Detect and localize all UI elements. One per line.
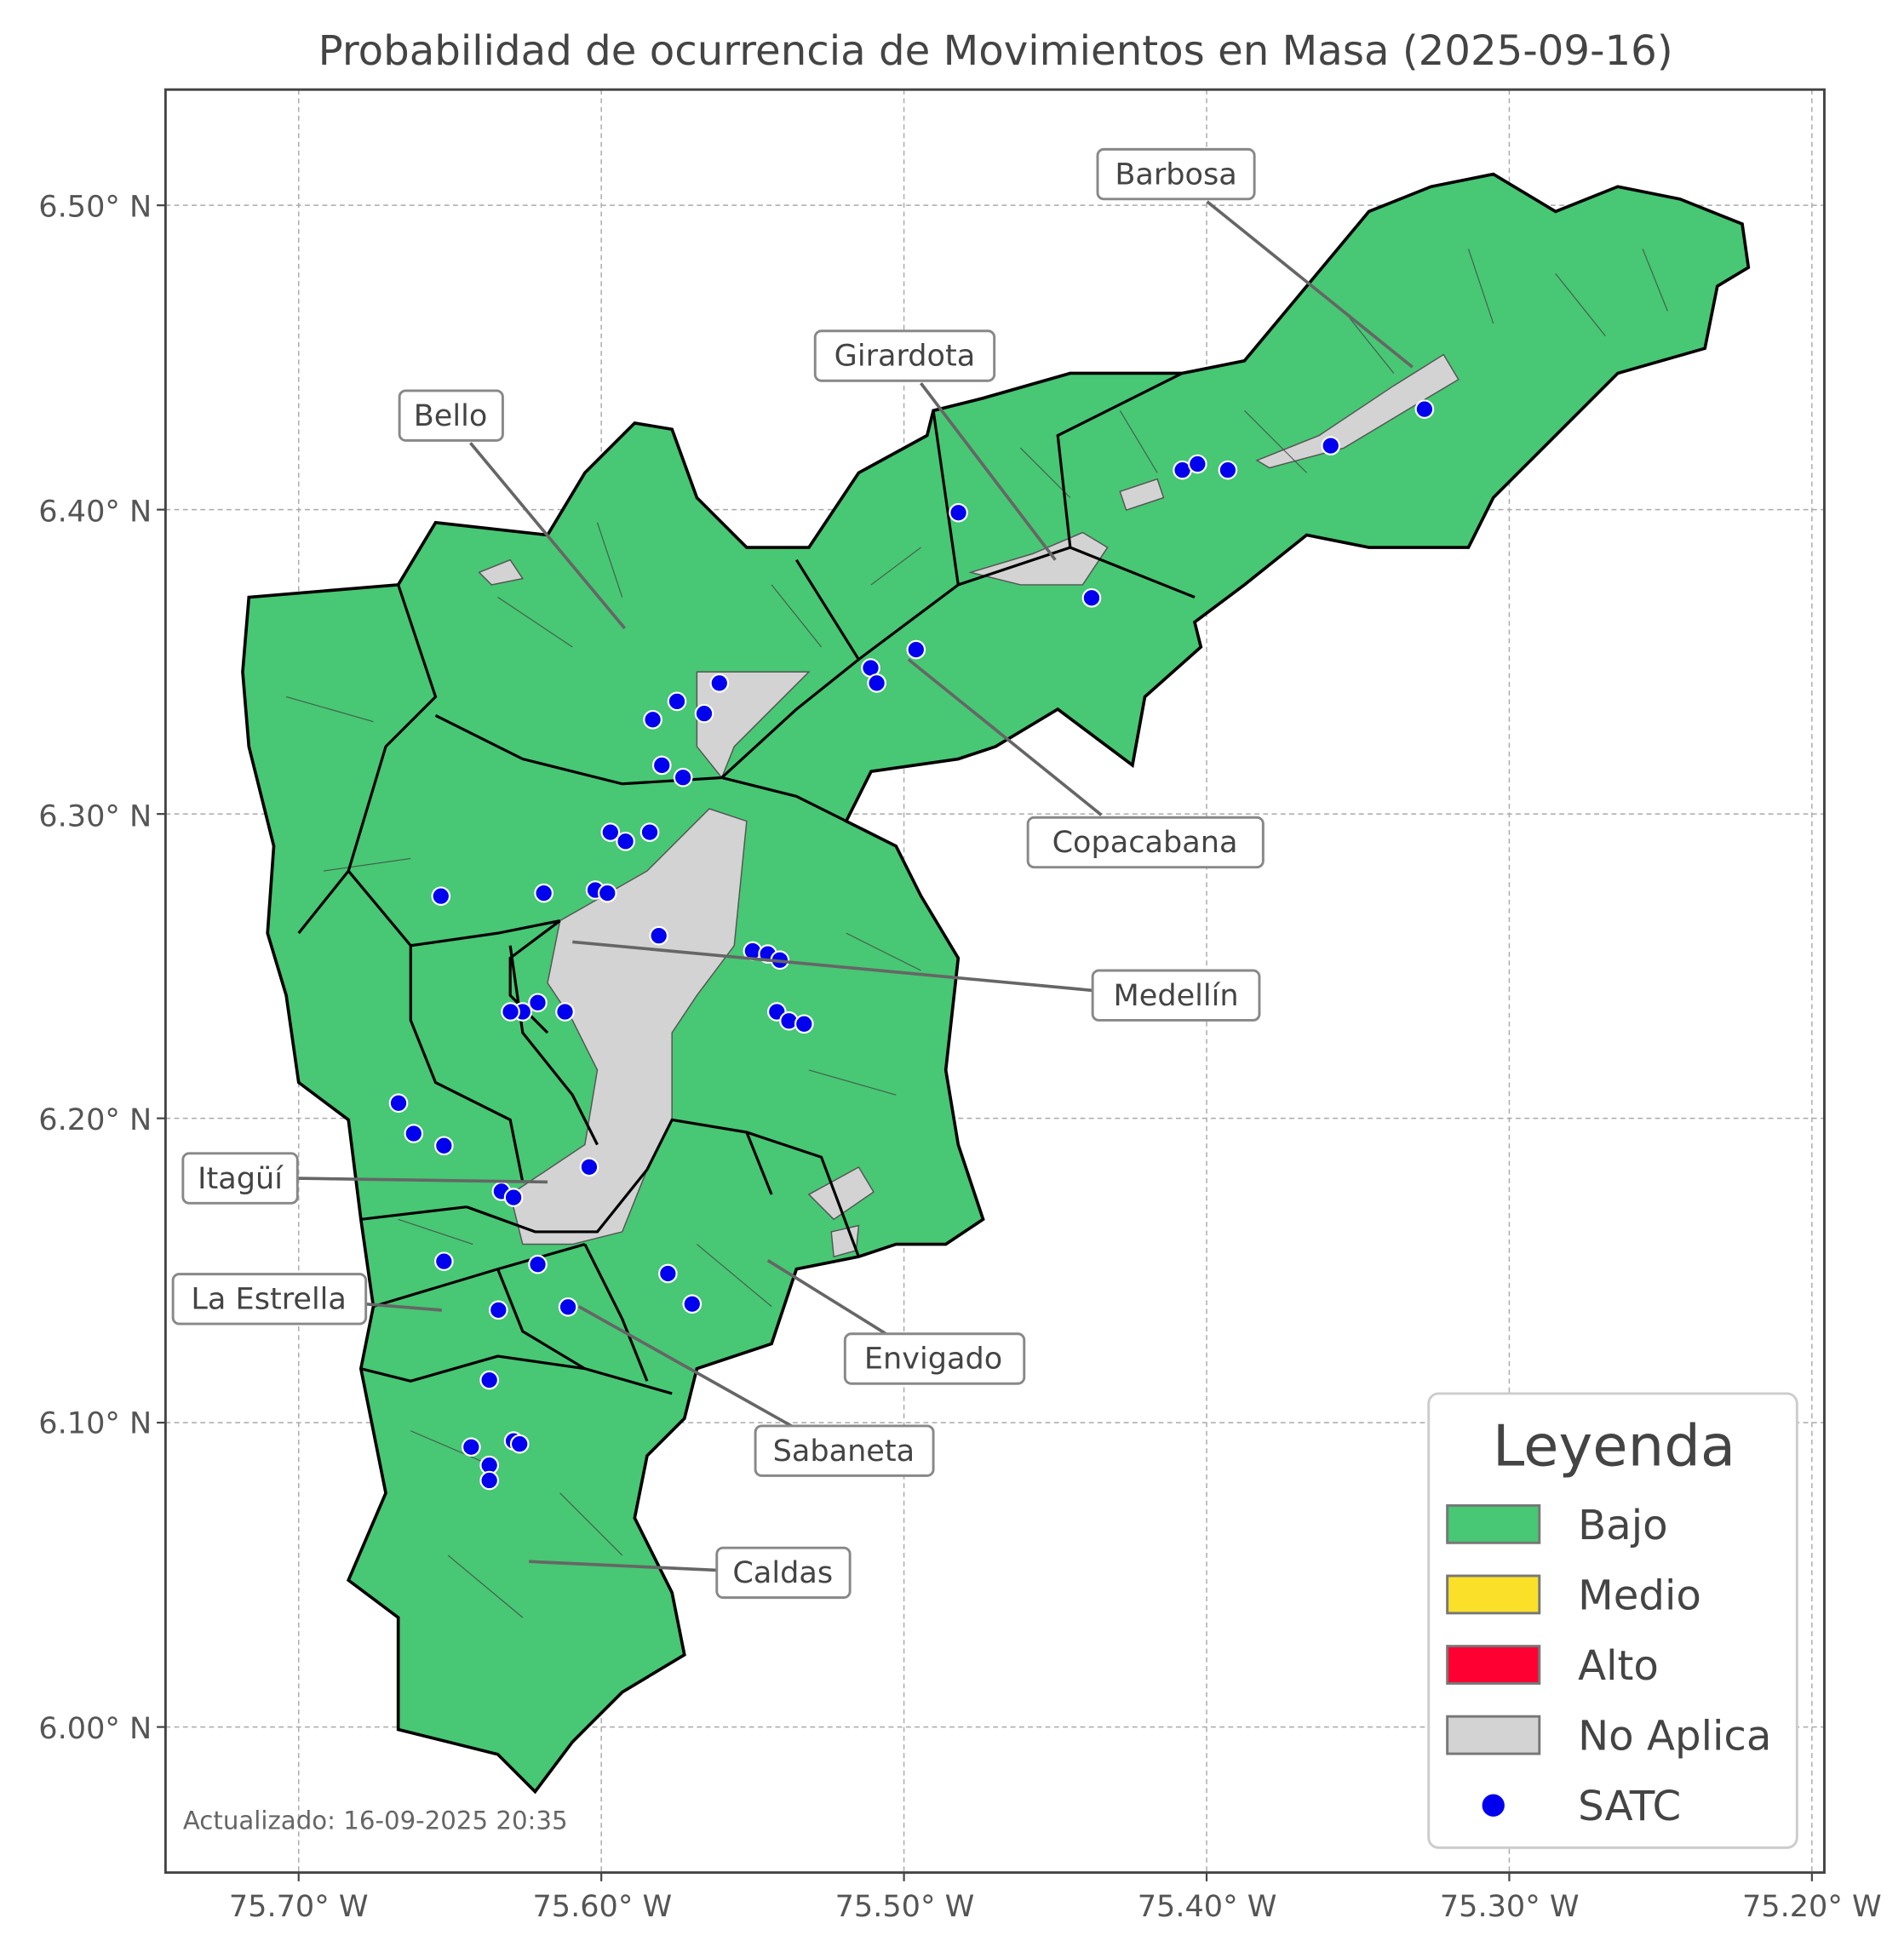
satc-point: [1321, 436, 1341, 455]
annotation-itagui: Itagüí: [181, 1152, 548, 1205]
annotation-sabaneta: Sabaneta: [577, 1305, 935, 1477]
label-sabaneta: Sabaneta: [773, 1434, 915, 1469]
satc-point: [434, 1136, 454, 1156]
annotations: Barbosa Girardota Bello Copacabana Medel…: [171, 147, 1414, 1600]
label-medellin: Medellín: [1114, 978, 1239, 1013]
x-tick-label: 75.60° W: [532, 1889, 672, 1924]
label-la-estrella: La Estrella: [191, 1282, 347, 1317]
satc-point: [479, 1370, 499, 1390]
region-bajo: [241, 172, 1751, 1795]
satc-point: [597, 883, 617, 903]
satc-point: [1414, 399, 1435, 420]
satc-point: [434, 1251, 454, 1271]
label-itagui: Itagüí: [198, 1161, 284, 1196]
satc-point: [616, 831, 635, 851]
y-tick-label: 6.20° N: [38, 1102, 152, 1137]
satc-point: [503, 1188, 524, 1207]
satc-point: [906, 639, 926, 660]
satc-point: [579, 1157, 599, 1177]
legend-label: SATC: [1578, 1783, 1681, 1830]
satc-point: [431, 886, 451, 906]
satc-point: [673, 767, 693, 787]
label-bello: Bello: [414, 398, 488, 433]
satc-point: [1218, 460, 1238, 480]
updated-timestamp: Actualizado: 16-09-2025 20:35: [183, 1806, 568, 1835]
map-title: Probabilidad de ocurrencia de Movimiento…: [318, 27, 1673, 75]
satc-point: [649, 925, 669, 946]
x-tick-label: 75.70° W: [229, 1889, 369, 1924]
annotation-medellin: Medellín: [572, 940, 1261, 1022]
satc-point: [651, 755, 672, 776]
satc-point: [404, 1124, 424, 1143]
satc-point: [1188, 454, 1207, 474]
annotation-bello: Bello: [398, 389, 627, 630]
satc-point: [639, 822, 660, 842]
annotation-girardota: Girardota: [813, 329, 1057, 561]
label-girardota: Girardota: [834, 339, 976, 374]
y-tick-label: 6.00° N: [38, 1711, 152, 1746]
label-caldas: Caldas: [732, 1555, 833, 1590]
legend-label: Bajo: [1578, 1502, 1668, 1549]
satc-point: [709, 673, 730, 693]
y-tick-label: 6.40° N: [38, 494, 152, 529]
legend-swatch: [1446, 1503, 1541, 1544]
satc-point: [462, 1437, 481, 1457]
satc-point: [643, 709, 662, 730]
satc-point: [949, 502, 968, 523]
x-tick-label: 75.20° W: [1742, 1889, 1882, 1924]
legend-title: Leyenda: [1493, 1413, 1735, 1480]
annotation-la-estrella: La Estrella: [171, 1273, 442, 1325]
satc-point: [667, 691, 687, 712]
satc-point: [528, 993, 548, 1013]
annotation-caldas: Caldas: [529, 1546, 852, 1600]
y-tick-label: 6.50° N: [38, 189, 152, 224]
satc-point: [558, 1297, 578, 1317]
x-tick-label: 75.40° W: [1138, 1889, 1277, 1924]
satc-point: [658, 1263, 678, 1284]
annotation-copacabana: Copacabana: [907, 658, 1265, 869]
x-tick-label: 75.30° W: [1440, 1889, 1580, 1924]
legend: Leyenda Bajo Medio Alto No Aplica SATC: [1427, 1392, 1798, 1849]
annotation-envigado: Envigado: [766, 1258, 1026, 1385]
legend-label: Alto: [1578, 1642, 1659, 1690]
inner-boundaries: [285, 249, 1668, 1618]
satc-point: [694, 703, 714, 724]
legend-label: No Aplica: [1578, 1713, 1771, 1761]
legend-swatch: [1446, 1645, 1541, 1685]
region-no-aplica: [478, 353, 1460, 1258]
y-tick-label: 6.10° N: [38, 1406, 152, 1441]
satc-point: [528, 1254, 548, 1274]
satc-point: [534, 883, 553, 903]
satc-point: [794, 1014, 814, 1034]
legend-swatch: [1446, 1574, 1541, 1615]
label-barbosa: Barbosa: [1115, 157, 1236, 192]
satc-point: [509, 1434, 530, 1454]
satc-point: [488, 1300, 508, 1320]
legend-marker: [1482, 1794, 1505, 1817]
legend-label: Medio: [1578, 1572, 1701, 1619]
satc-point: [682, 1294, 703, 1314]
legend-swatch: [1446, 1715, 1541, 1755]
axis-ticks: 75.70° W 75.60° W 75.50° W 75.40° W 75.3…: [38, 189, 1881, 1923]
satc-point: [479, 1470, 499, 1491]
municipality-boundaries: [297, 372, 1196, 1395]
satc-point: [501, 1002, 520, 1022]
label-envigado: Envigado: [864, 1342, 1002, 1377]
y-tick-label: 6.30° N: [38, 799, 152, 833]
satc-point: [1081, 587, 1102, 608]
satc-point: [600, 822, 621, 842]
satc-point: [867, 673, 886, 693]
axes-frame: [163, 88, 1826, 1875]
annotation-barbosa: Barbosa: [1096, 147, 1414, 369]
satc-point: [555, 1002, 575, 1022]
label-copacabana: Copacabana: [1052, 825, 1238, 860]
satc-point: [388, 1093, 409, 1114]
x-tick-label: 75.50° W: [835, 1889, 975, 1924]
